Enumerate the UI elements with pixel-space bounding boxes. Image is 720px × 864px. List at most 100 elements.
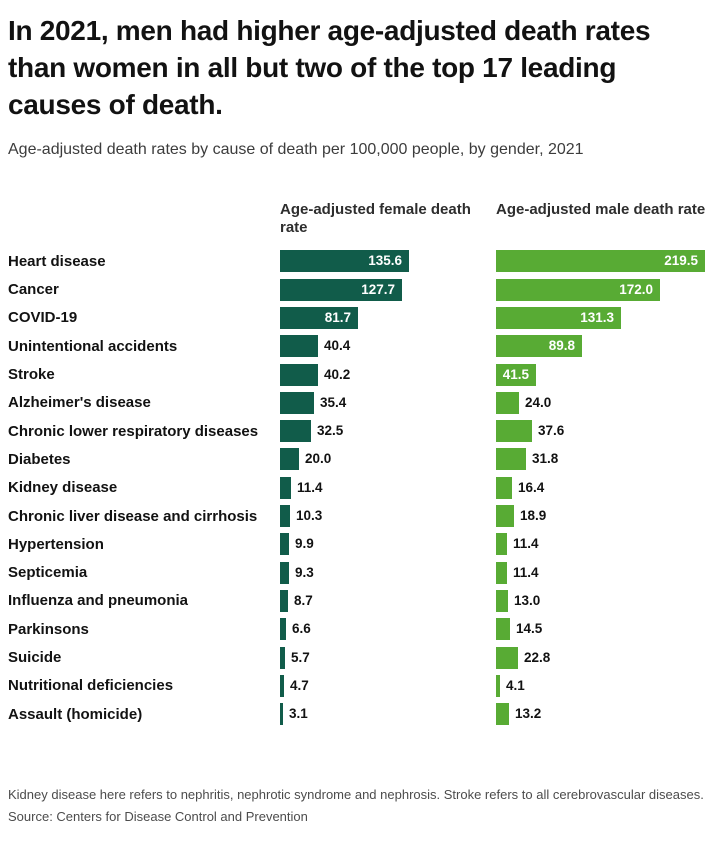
female-bar-track: 6.6 [280, 618, 488, 641]
male-value-label: 18.9 [520, 508, 547, 524]
female-value-label: 35.4 [320, 394, 347, 410]
male-value-label: 14.5 [516, 621, 543, 637]
female-bar [280, 250, 409, 273]
male-bar [496, 533, 507, 556]
male-bar-track: 22.8 [496, 646, 712, 669]
male-value-label: 131.3 [580, 309, 614, 325]
female-bar [280, 363, 318, 386]
female-value-label: 4.7 [290, 677, 309, 693]
category-label: COVID-19 [8, 309, 78, 327]
male-bar-track: 13.0 [496, 589, 712, 612]
table-row: Unintentional accidents 40.4 89.8 [8, 332, 712, 360]
male-bar-track: 24.0 [496, 391, 712, 414]
female-bar-track: 135.6 [280, 250, 488, 273]
female-bar [280, 391, 314, 414]
male-bar [496, 420, 532, 443]
male-bar [496, 646, 518, 669]
table-row: COVID-19 81.7 131.3 [8, 304, 712, 332]
column-headers: Age-adjusted female death rate Age-adjus… [8, 201, 712, 239]
female-value-label: 3.1 [289, 706, 308, 722]
female-bar-track: 81.7 [280, 306, 488, 329]
male-bar [496, 505, 514, 528]
male-bar-track: 131.3 [496, 306, 712, 329]
female-value-label: 40.4 [324, 338, 351, 354]
female-bar [280, 589, 288, 612]
female-bar-track: 40.2 [280, 363, 488, 386]
male-bar [496, 618, 510, 641]
female-value-label: 40.2 [324, 366, 351, 382]
male-bar-track: 4.1 [496, 674, 712, 697]
male-bar [496, 391, 519, 414]
source-line: Source: Centers for Disease Control and … [8, 809, 308, 825]
female-bar [280, 646, 285, 669]
male-bar-track: 41.5 [496, 363, 712, 386]
table-row: Suicide 5.7 22.8 [8, 643, 712, 671]
male-bar [496, 476, 512, 499]
female-bar [280, 420, 311, 443]
female-bar-track: 40.4 [280, 335, 488, 358]
male-bar-track: 172.0 [496, 278, 712, 301]
table-row: Septicemia 9.3 11.4 [8, 558, 712, 586]
category-label: Alzheimer's disease [8, 394, 151, 412]
table-row: Stroke 40.2 41.5 [8, 360, 712, 388]
female-bar [280, 476, 291, 499]
male-bar-track: 13.2 [496, 703, 712, 726]
female-column-header: Age-adjusted female death rate [280, 200, 471, 237]
female-bar-track: 8.7 [280, 589, 488, 612]
female-value-label: 9.9 [295, 536, 314, 552]
chart-subtitle: Age-adjusted death rates by cause of dea… [8, 140, 584, 158]
male-bar-track: 14.5 [496, 618, 712, 641]
female-bar [280, 703, 283, 726]
male-bar-track: 31.8 [496, 448, 712, 471]
female-bar-track: 127.7 [280, 278, 488, 301]
male-column-header: Age-adjusted male death rate [496, 200, 706, 218]
male-value-label: 89.8 [548, 338, 575, 354]
male-value-label: 172.0 [619, 281, 653, 297]
table-row: Chronic lower respiratory diseases 32.5 … [8, 417, 712, 445]
male-bar [496, 363, 536, 386]
table-row: Diabetes 20.0 31.8 [8, 445, 712, 473]
female-bar [280, 618, 286, 641]
female-value-label: 6.6 [292, 621, 311, 637]
female-bar-track: 3.1 [280, 703, 488, 726]
male-bar [496, 448, 526, 471]
table-row: Assault (homicide) 3.1 13.2 [8, 700, 712, 728]
female-value-label: 10.3 [296, 508, 323, 524]
category-label: Chronic liver disease and cirrhosis [8, 507, 258, 525]
category-label: Stroke [8, 366, 55, 384]
female-bar [280, 533, 289, 556]
male-value-label: 11.4 [513, 536, 539, 552]
male-bar [496, 561, 507, 584]
female-bar [280, 561, 289, 584]
female-bar-track: 20.0 [280, 448, 488, 471]
female-bar [280, 278, 402, 301]
male-bar [496, 335, 582, 358]
male-bar-track: 219.5 [496, 250, 712, 273]
category-label: Nutritional deficiencies [8, 677, 174, 695]
female-bar-track: 35.4 [280, 391, 488, 414]
male-value-label: 13.0 [514, 592, 541, 608]
male-value-label: 219.5 [664, 253, 698, 269]
male-value-label: 31.8 [532, 451, 559, 467]
female-bar-track: 10.3 [280, 505, 488, 528]
table-row: Influenza and pneumonia 8.7 13.0 [8, 587, 712, 615]
female-bar-track: 11.4 [280, 476, 488, 499]
male-bar-track: 11.4 [496, 533, 712, 556]
male-bar [496, 306, 621, 329]
table-row: Alzheimer's disease 35.4 24.0 [8, 389, 712, 417]
category-label: Septicemia [8, 564, 88, 582]
table-row: Heart disease 135.6 219.5 [8, 247, 712, 275]
female-bar [280, 674, 284, 697]
category-label: Hypertension [8, 535, 104, 553]
female-bar [280, 448, 299, 471]
male-value-label: 37.6 [538, 423, 565, 439]
footnote: Kidney disease here refers to nephritis,… [8, 787, 704, 803]
female-value-label: 5.7 [291, 649, 310, 665]
male-bar-track: 18.9 [496, 505, 712, 528]
table-row: Parkinsons 6.6 14.5 [8, 615, 712, 643]
category-label: Unintentional accidents [8, 337, 178, 355]
category-label: Diabetes [8, 450, 71, 468]
female-value-label: 9.3 [295, 564, 314, 580]
male-bar [496, 703, 509, 726]
category-label: Parkinsons [8, 620, 89, 638]
